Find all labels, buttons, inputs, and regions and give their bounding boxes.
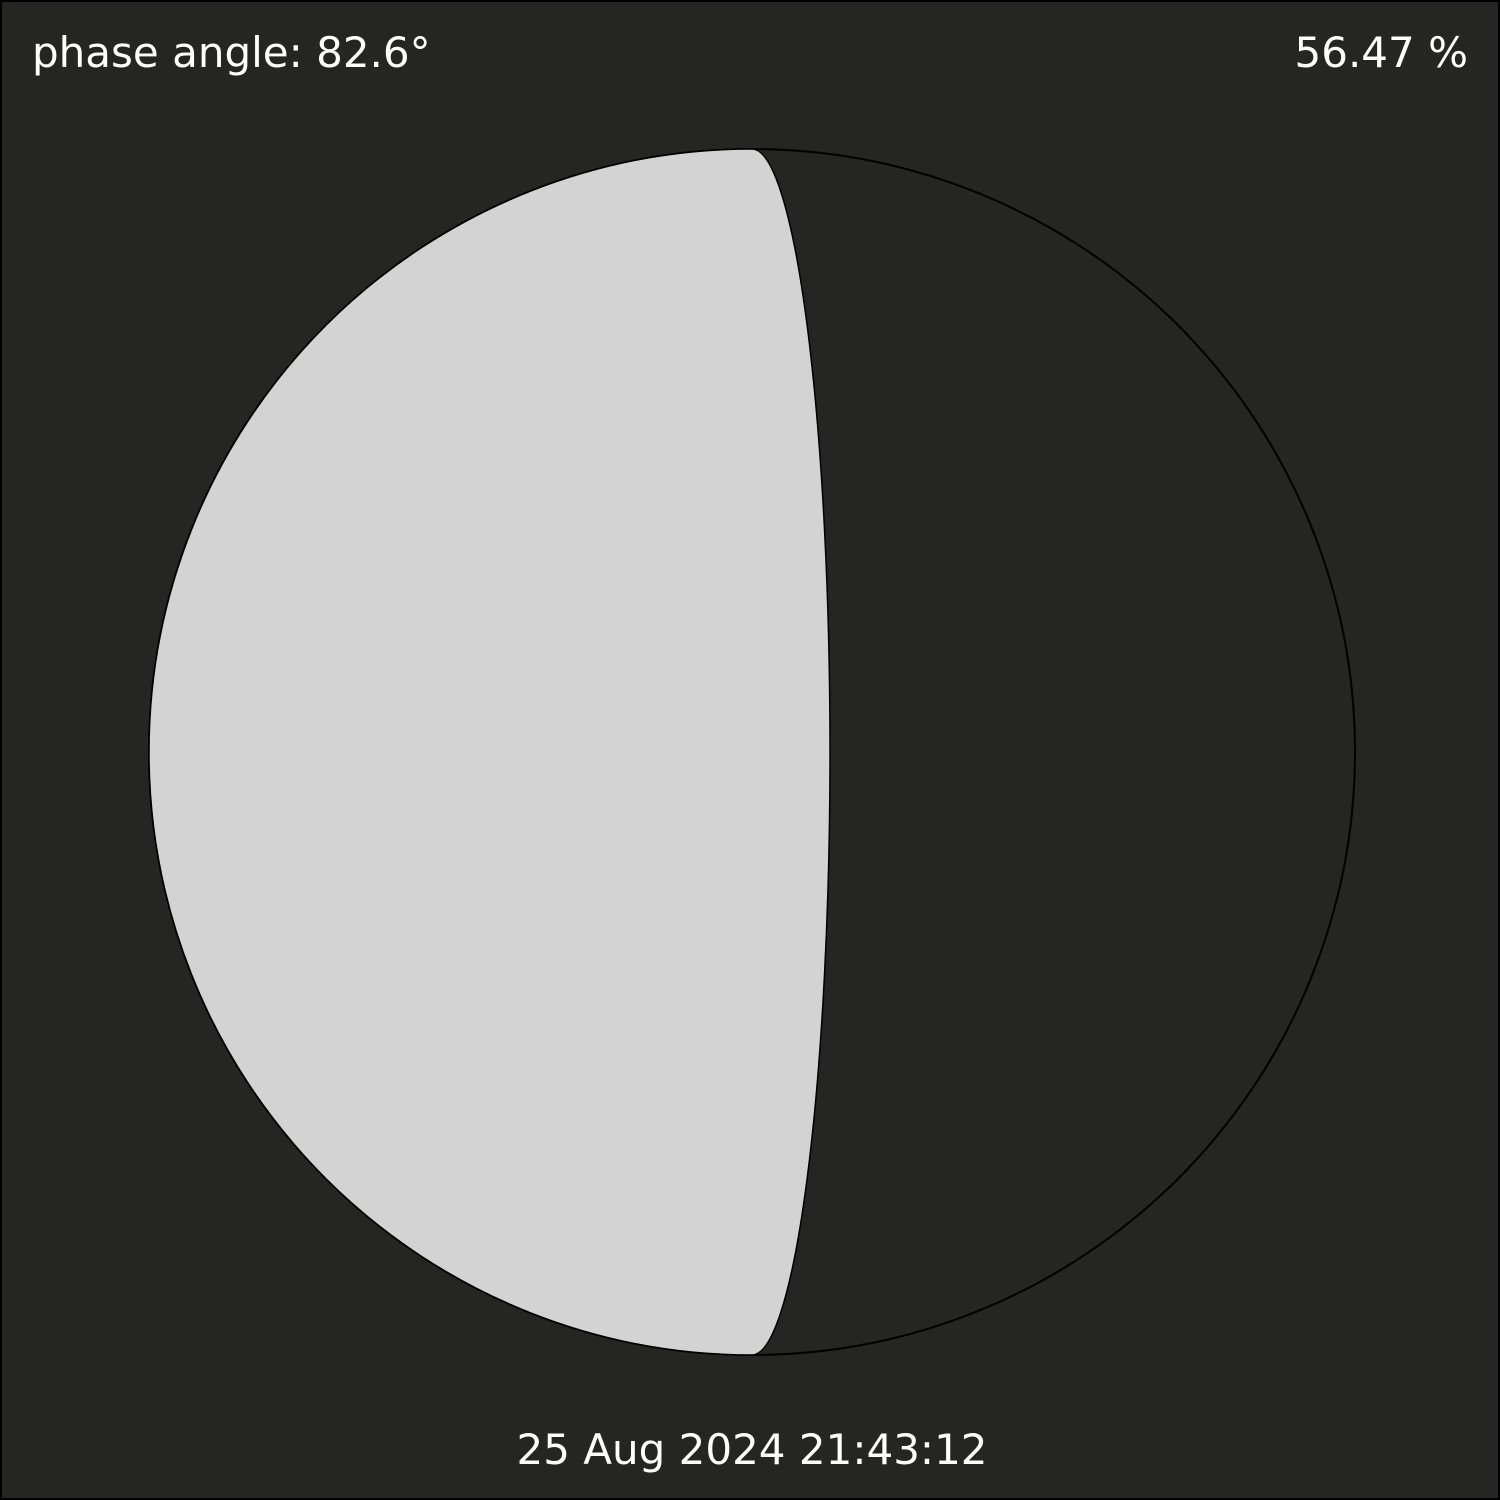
moon-illuminated-region <box>148 148 831 1356</box>
illumination-percent-label: 56.47 % <box>1294 28 1469 77</box>
phase-angle-label: phase angle: 82.6° <box>32 28 431 77</box>
datetime-label: 25 Aug 2024 21:43:12 <box>516 1425 988 1474</box>
